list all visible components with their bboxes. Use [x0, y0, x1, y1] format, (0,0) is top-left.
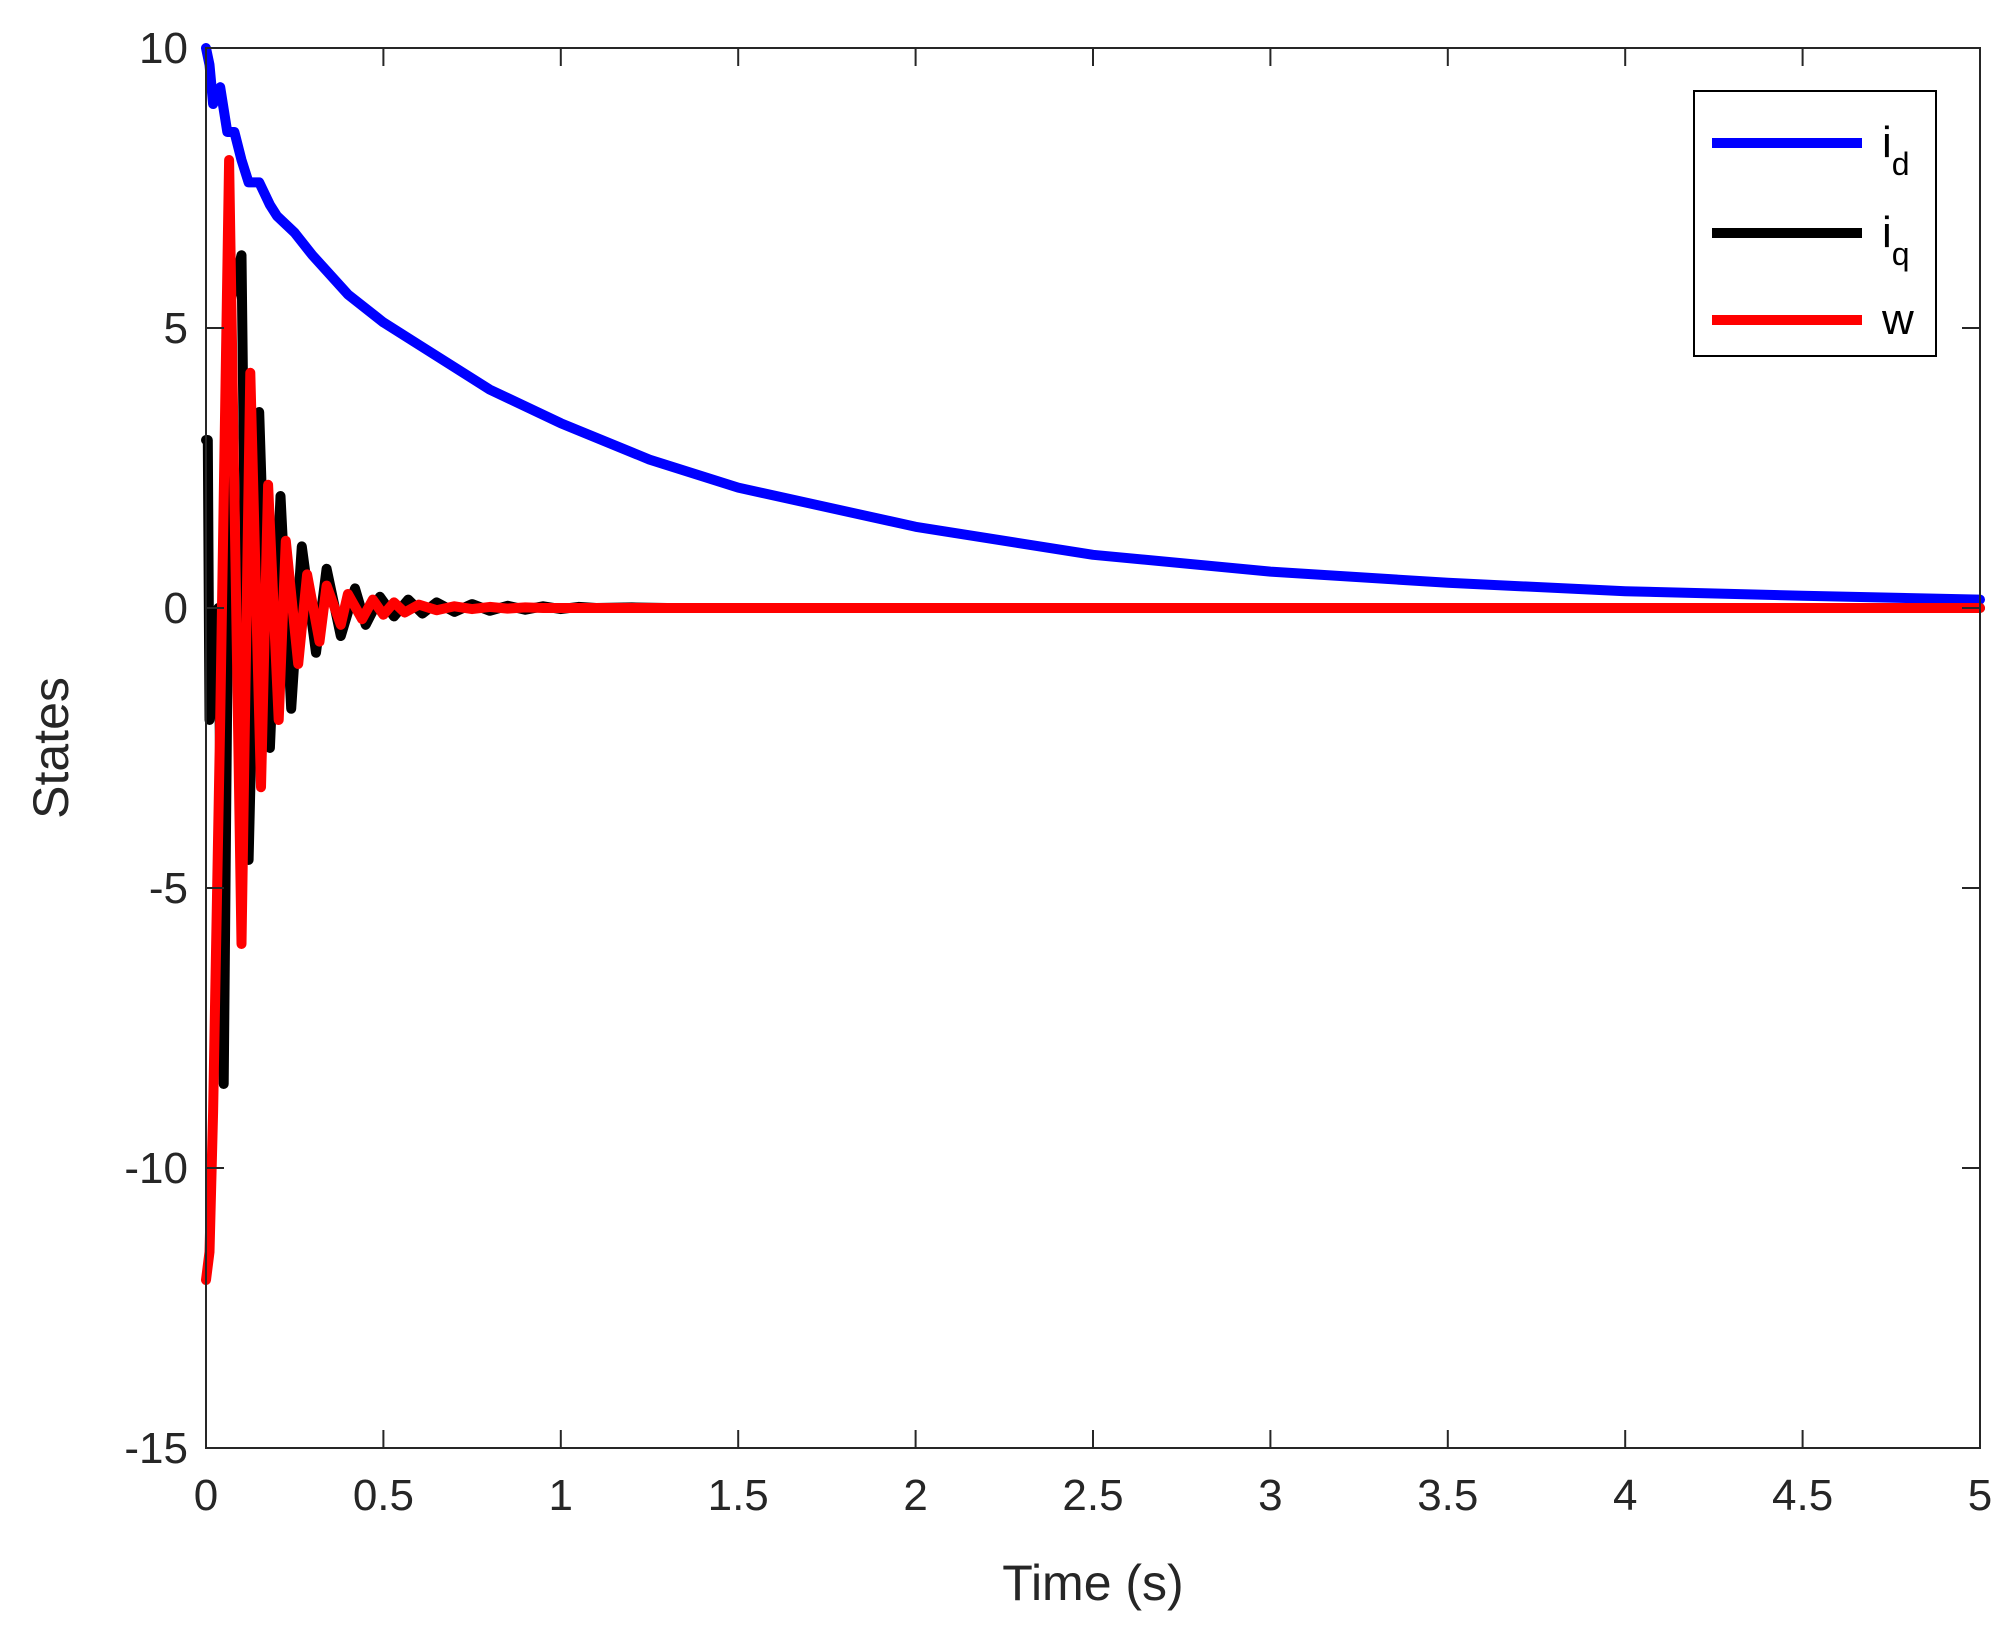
legend-items: id iq w — [1712, 118, 1914, 344]
series-line-w — [201, 155, 1985, 1285]
series-line-i-d — [201, 43, 1985, 605]
y-tick-label: -5 — [149, 864, 188, 913]
y-tick-label: 10 — [139, 24, 188, 73]
y-tick-label: -15 — [124, 1424, 188, 1473]
x-tick-label: 3.5 — [1417, 1471, 1478, 1520]
legend-box — [1693, 90, 1937, 357]
series-layer — [201, 43, 1985, 1285]
y-tick-label: 0 — [164, 584, 188, 633]
plot-area — [206, 48, 1980, 1448]
x-tick-label: 3 — [1258, 1471, 1282, 1520]
legend-label-i-d: id — [1882, 118, 1910, 182]
y-tick-label: -10 — [124, 1144, 188, 1193]
legend: id iq w — [1693, 90, 1937, 357]
legend-label-w: w — [1881, 295, 1914, 344]
x-tick-label: 4.5 — [1772, 1471, 1833, 1520]
x-tick-label: 5 — [1968, 1471, 1992, 1520]
x-tick-label: 0.5 — [353, 1471, 414, 1520]
x-tick-label: 4 — [1613, 1471, 1637, 1520]
y-axis-label: States — [23, 677, 79, 819]
legend-label-i-q: iq — [1882, 208, 1910, 272]
y-tick-label: 5 — [164, 304, 188, 353]
x-tick-label: 0 — [194, 1471, 218, 1520]
tick-layer: 0 0.5 1 1.5 2 2.5 3 3.5 4 4.5 5 10 5 0 -5 -10 -15 — [124, 24, 1992, 1520]
x-tick-label: 2.5 — [1062, 1471, 1123, 1520]
x-tick-label: 1 — [549, 1471, 573, 1520]
x-tick-label: 1.5 — [708, 1471, 769, 1520]
x-tick-label: 2 — [903, 1471, 927, 1520]
x-axis-label: Time (s) — [1002, 1555, 1183, 1611]
